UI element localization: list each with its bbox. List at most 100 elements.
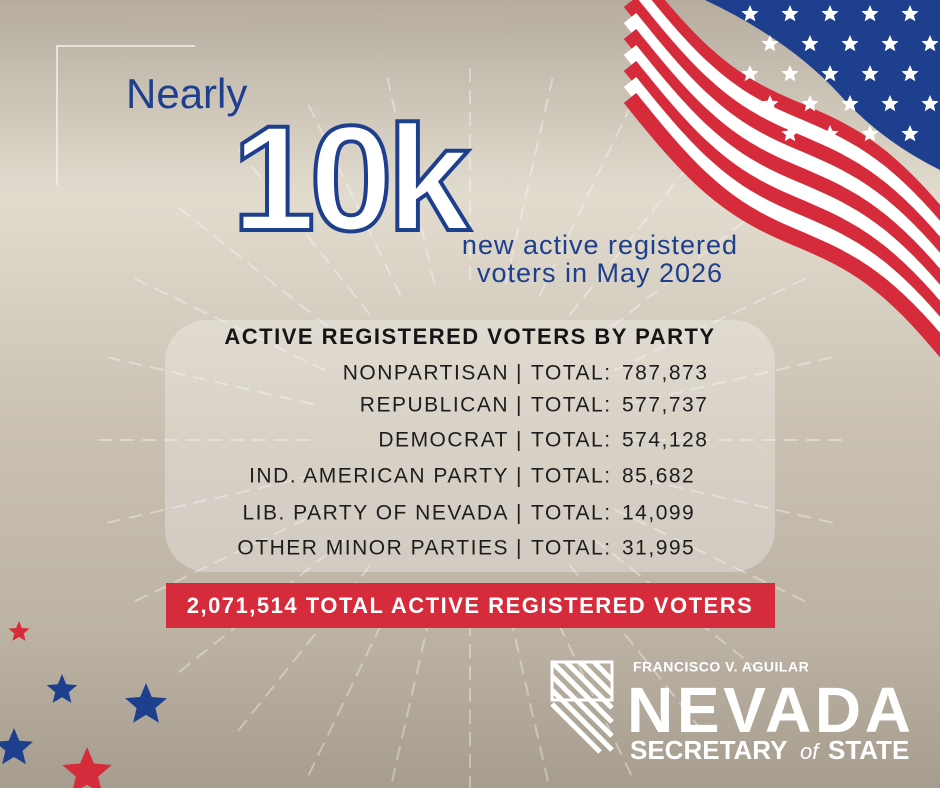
banner-text: 2,071,514 TOTAL ACTIVE REGISTERED VOTERS [187, 593, 754, 618]
burst-ray [568, 564, 708, 738]
burst-ray [384, 69, 436, 285]
burst-ray [172, 202, 346, 342]
burst-ray [613, 274, 813, 372]
burst-ray [99, 354, 315, 406]
flag-star [761, 35, 779, 52]
total-prefix: TOTAL: [531, 394, 612, 417]
star [8, 621, 30, 641]
flag-stripe [623, 76, 940, 342]
total-prefix: TOTAL: [531, 537, 612, 560]
flag-stripe [623, 28, 940, 294]
burst-ray [538, 97, 636, 297]
logo-office: SECRETARY [630, 735, 787, 765]
flag-star [921, 95, 939, 112]
total-value: 31,995 [622, 537, 695, 560]
party-name: OTHER MINOR PARTIES [237, 537, 509, 560]
total-prefix: TOTAL: [531, 362, 612, 385]
flag-star [801, 95, 819, 112]
flag-star [881, 95, 899, 112]
total-value: 787,873 [622, 362, 708, 385]
flag-star [861, 5, 879, 22]
flag-star [841, 95, 859, 112]
star [125, 683, 167, 723]
sunburst [90, 60, 850, 788]
flag-star [901, 65, 919, 82]
burst-ray [99, 474, 315, 526]
burst-ray [127, 274, 327, 372]
burst-ray [625, 354, 841, 406]
total-prefix: TOTAL: [531, 465, 612, 488]
flag-star [761, 95, 779, 112]
separator: | [516, 362, 523, 385]
burst-ray [127, 508, 327, 606]
stars [0, 621, 167, 788]
separator: | [516, 465, 523, 488]
flag-star [781, 5, 799, 22]
headline-figure: 10k [232, 94, 471, 262]
burst-ray [504, 595, 551, 788]
flag-star [741, 65, 759, 82]
corner-line [56, 45, 195, 185]
party-name: IND. AMERICAN PARTY [249, 465, 509, 488]
total-prefix: TOTAL: [531, 502, 612, 525]
separator: | [516, 502, 523, 525]
flag-star [901, 5, 919, 22]
total-value: 574,128 [622, 429, 708, 452]
burst-ray [613, 508, 813, 606]
flag-star [741, 5, 759, 22]
burst-ray [232, 564, 372, 738]
total-prefix: TOTAL: [531, 429, 612, 452]
flag [623, 0, 940, 358]
logo-name: FRANCISCO V. AGUILAR [633, 659, 809, 675]
separator: | [516, 394, 523, 417]
star [46, 674, 78, 703]
burst-ray [304, 97, 402, 297]
burst-ray [389, 595, 436, 788]
party-name: DEMOCRAT [378, 429, 509, 452]
flag-stripe [623, 60, 940, 326]
burst-ray [625, 474, 841, 526]
total-value: 85,682 [622, 465, 695, 488]
burst-ray [304, 583, 402, 783]
flag-star [861, 125, 879, 142]
flag-stripe [631, 0, 940, 246]
burst-ray [232, 142, 372, 316]
party-name: LIB. PARTY OF NEVADA [242, 502, 509, 525]
headline-line: new active registered [462, 230, 738, 260]
table-panel [165, 320, 775, 572]
logo-icon [550, 660, 614, 754]
flag-stripe [623, 92, 940, 358]
total-value: 14,099 [622, 502, 695, 525]
flag-star [881, 35, 899, 52]
flag-stripe [623, 12, 940, 278]
total-value: 577,737 [622, 394, 708, 417]
separator: | [516, 429, 523, 452]
flag-star [901, 125, 919, 142]
headline-line: voters in May 2026 [477, 258, 723, 288]
flag-star [781, 125, 799, 142]
party-name: REPUBLICAN [360, 394, 509, 417]
flag-star [841, 35, 859, 52]
banner-box [166, 583, 775, 628]
table-title: ACTIVE REGISTERED VOTERS BY PARTY [224, 324, 715, 349]
flag-star [921, 35, 939, 52]
flag-star [821, 65, 839, 82]
flag-stripe [623, 0, 940, 262]
star [62, 747, 112, 788]
logo-office2: STATE [828, 735, 909, 765]
flag-star [821, 5, 839, 22]
flag-star [821, 125, 839, 142]
flag-star [861, 65, 879, 82]
flag-star [781, 65, 799, 82]
flag-stripe [623, 44, 940, 310]
burst-ray [594, 202, 768, 342]
burst-ray [538, 583, 636, 783]
flag-stripe [644, 0, 940, 230]
party-name: NONPARTISAN [343, 362, 509, 385]
flag-star [801, 35, 819, 52]
separator: | [516, 537, 523, 560]
flag-field [705, 0, 940, 170]
logo-of: of [800, 739, 821, 764]
